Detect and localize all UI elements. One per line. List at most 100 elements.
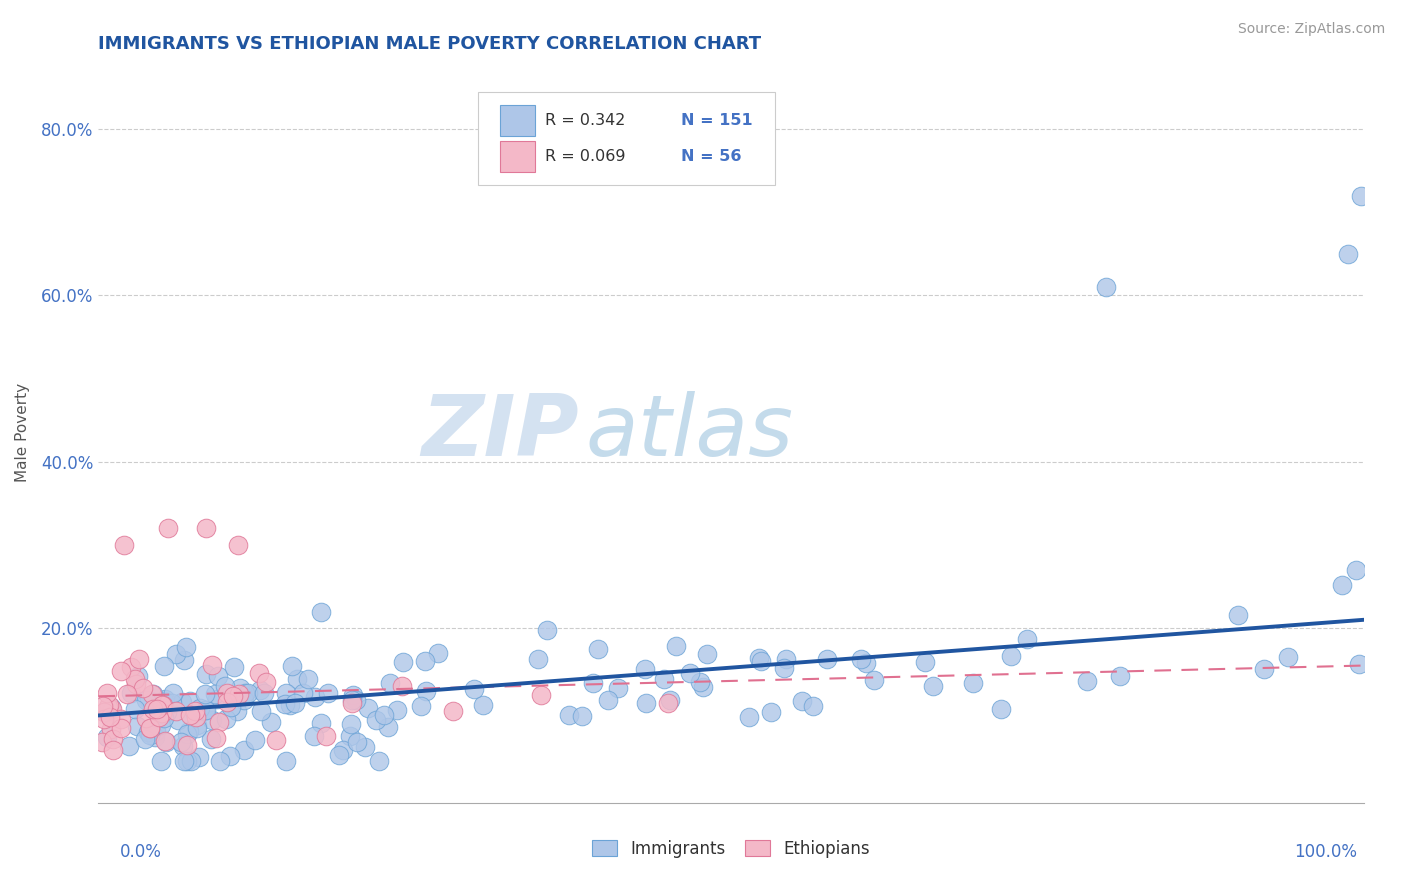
Point (463, 682, 485, 697)
Point (366, 714, 388, 728)
Point (128, 652, 150, 666)
Point (170, 735, 193, 749)
Text: N = 56: N = 56 (681, 149, 741, 164)
Point (153, 691, 176, 706)
Point (142, 687, 165, 701)
Point (207, 691, 229, 706)
Point (385, 703, 408, 717)
Point (558, 707, 581, 722)
Point (172, 739, 194, 754)
Point (1277, 649, 1299, 664)
Point (276, 686, 298, 700)
Point (176, 727, 198, 741)
Text: R = 0.069: R = 0.069 (546, 149, 626, 164)
Point (187, 749, 209, 764)
Point (100, 722, 122, 736)
Point (1337, 246, 1360, 260)
Point (179, 694, 201, 708)
Point (135, 693, 157, 707)
Point (165, 647, 187, 661)
Point (373, 708, 395, 723)
Point (634, 696, 657, 710)
Point (125, 677, 148, 691)
Point (97, 700, 120, 714)
Point (297, 672, 319, 686)
Point (115, 687, 138, 701)
Point (1331, 577, 1354, 591)
Point (103, 731, 125, 746)
Point (790, 694, 813, 708)
Point (571, 709, 593, 723)
Point (174, 640, 197, 654)
Point (284, 696, 307, 710)
Point (342, 692, 364, 706)
Point (530, 688, 553, 702)
Point (155, 735, 177, 749)
Point (219, 700, 242, 714)
Point (141, 687, 163, 701)
Point (172, 695, 194, 709)
Point (749, 654, 772, 668)
Point (738, 710, 761, 724)
Point (194, 687, 217, 701)
Point (136, 724, 159, 739)
Point (232, 743, 254, 757)
Legend: Immigrants, Ethiopians: Immigrants, Ethiopians (585, 833, 877, 865)
Point (679, 666, 702, 681)
Text: R = 0.342: R = 0.342 (546, 112, 626, 128)
Text: 100.0%: 100.0% (1294, 843, 1357, 861)
Point (1253, 662, 1275, 676)
Point (176, 738, 198, 752)
Point (132, 681, 155, 695)
Point (150, 754, 173, 768)
Point (217, 695, 239, 709)
Point (124, 702, 146, 716)
Point (391, 679, 413, 693)
Point (378, 676, 401, 690)
Point (222, 689, 245, 703)
Point (526, 652, 548, 666)
Point (229, 681, 252, 695)
Point (357, 701, 380, 715)
Point (280, 698, 302, 712)
Point (160, 696, 183, 710)
Point (112, 538, 135, 552)
Point (93, 705, 115, 719)
Point (153, 734, 176, 748)
Point (377, 720, 399, 734)
Text: N = 151: N = 151 (681, 112, 752, 128)
Point (139, 728, 162, 742)
Point (184, 710, 207, 724)
Point (775, 651, 797, 665)
Point (249, 682, 271, 697)
Point (291, 686, 314, 700)
Point (392, 655, 415, 669)
Point (145, 702, 167, 716)
Point (441, 704, 464, 718)
Point (173, 754, 195, 768)
Point (101, 702, 124, 716)
Point (260, 715, 283, 730)
Point (1000, 648, 1022, 663)
Point (665, 639, 688, 653)
Point (124, 672, 146, 686)
Point (219, 749, 242, 764)
FancyBboxPatch shape (499, 104, 534, 136)
Point (152, 698, 174, 712)
Text: Source: ZipAtlas.com: Source: ZipAtlas.com (1237, 22, 1385, 37)
Point (194, 703, 217, 717)
Point (194, 521, 218, 535)
Point (304, 690, 326, 704)
Point (180, 754, 202, 768)
Point (302, 729, 325, 743)
Point (204, 687, 226, 701)
Point (127, 719, 149, 733)
Point (921, 679, 943, 693)
Point (657, 696, 679, 710)
Point (204, 731, 226, 746)
Point (692, 680, 714, 694)
Point (340, 696, 363, 710)
Point (139, 721, 162, 735)
Point (148, 709, 170, 723)
Point (217, 686, 239, 700)
